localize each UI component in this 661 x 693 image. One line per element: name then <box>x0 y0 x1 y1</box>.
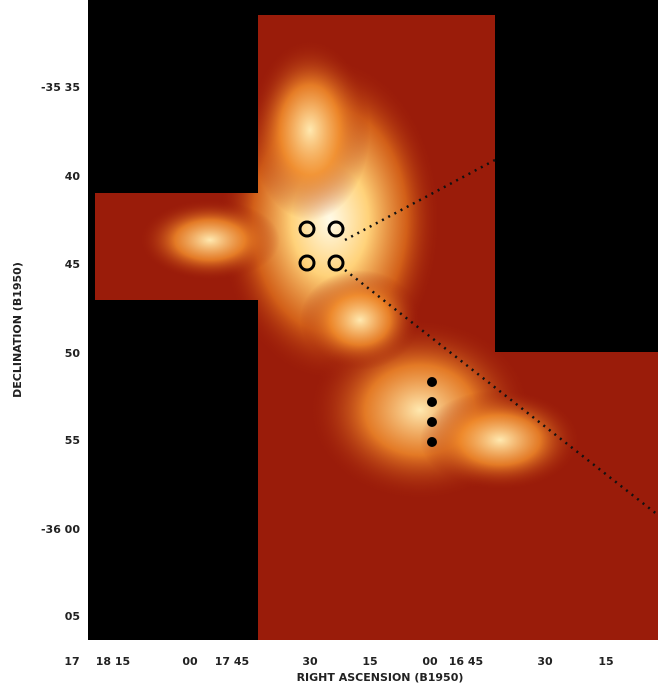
y-tick-labels: -35 35 40 45 50 55 -36 00 05 <box>41 81 80 623</box>
y-tick-label: 55 <box>65 434 80 447</box>
x-tick-label: 18 15 <box>96 655 130 668</box>
y-tick-label: -36 00 <box>41 523 80 536</box>
y-tick-label: 40 <box>65 170 81 183</box>
dotted-lines <box>344 158 659 516</box>
x-tick-labels: 17 18 15 00 17 45 30 15 00 16 45 30 15 <box>64 655 613 668</box>
y-tick-label: 45 <box>65 258 80 271</box>
y-axis-title: DECLINATION (B1950) <box>11 262 24 398</box>
x-tick-label: 15 <box>362 655 377 668</box>
x-tick-label: 17 <box>64 655 79 668</box>
x-tick-label: 16 45 <box>449 655 483 668</box>
y-tick-label: -35 35 <box>41 81 80 94</box>
x-tick-label: 30 <box>537 655 553 668</box>
x-tick-label: 15 <box>598 655 613 668</box>
x-tick-label: 00 <box>182 655 198 668</box>
open-circle-markers <box>298 220 345 272</box>
filled-dot-markers <box>427 377 437 447</box>
x-tick-label: 30 <box>302 655 318 668</box>
x-tick-label: 00 <box>422 655 438 668</box>
y-tick-label: 05 <box>65 610 80 623</box>
x-tick-label: 17 45 <box>215 655 249 668</box>
y-tick-label: 50 <box>65 347 81 360</box>
x-axis-title: RIGHT ASCENSION (B1950) <box>297 671 464 684</box>
